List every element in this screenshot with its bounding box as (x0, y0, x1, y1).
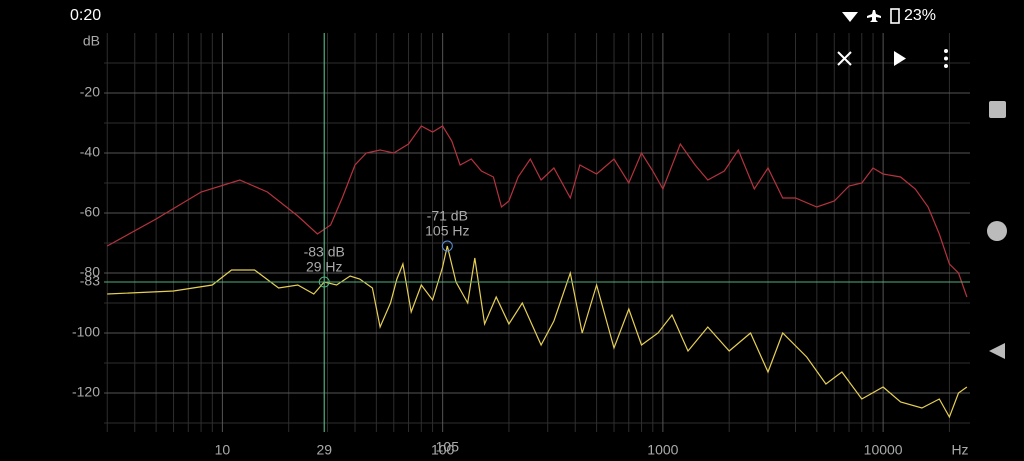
cursor-y-label: -83 (80, 273, 100, 289)
cursor-x-label: 29 (316, 442, 332, 458)
recents-button[interactable] (989, 101, 1006, 118)
close-button[interactable] (837, 51, 852, 66)
spectrum-line (107, 245, 968, 419)
y-axis-label: dB (83, 33, 100, 49)
y-tick-label: -100 (72, 324, 100, 340)
cursor-point (318, 276, 330, 288)
cursor-hz-label: 29 Hz (306, 259, 343, 275)
back-button[interactable] (989, 343, 1005, 359)
x-tick-label: 100 (431, 442, 455, 458)
y-tick-label: -60 (80, 204, 100, 220)
x-tick-label: 1000 (647, 442, 678, 458)
cursor-db-label: -83 dB (304, 244, 345, 260)
spectrum-line (106, 125, 968, 298)
x-axis-label: Hz (951, 442, 968, 458)
cursor-db-label: -71 dB (427, 208, 468, 224)
plot: 10 100 1000 10000 -20 -40 -60 -80 -100 -120 dB Hz -8… (72, 33, 970, 458)
wifi-icon (842, 12, 858, 22)
status-icons (842, 8, 900, 24)
airplane-icon (867, 10, 881, 22)
y-tick-label: -120 (72, 384, 100, 400)
cursor-hz-label: 105 Hz (425, 223, 469, 239)
home-button[interactable] (987, 221, 1007, 241)
battery-icon (890, 8, 900, 24)
cursor-x-label: 105 (436, 439, 460, 455)
nav-bar (987, 101, 1007, 359)
status-time: 0:20 (70, 7, 101, 24)
cursor-point (441, 240, 453, 252)
x-tick-label: 10000 (864, 442, 903, 458)
menu-button[interactable] (944, 49, 948, 68)
toolbar (837, 49, 948, 68)
y-tick-label: -40 (80, 144, 100, 160)
y-tick-label: -80 (80, 264, 100, 280)
x-tick-label: 10 (215, 442, 231, 458)
battery-level: 23% (904, 7, 936, 24)
play-button[interactable] (894, 51, 906, 66)
y-tick-label: -20 (80, 84, 100, 100)
